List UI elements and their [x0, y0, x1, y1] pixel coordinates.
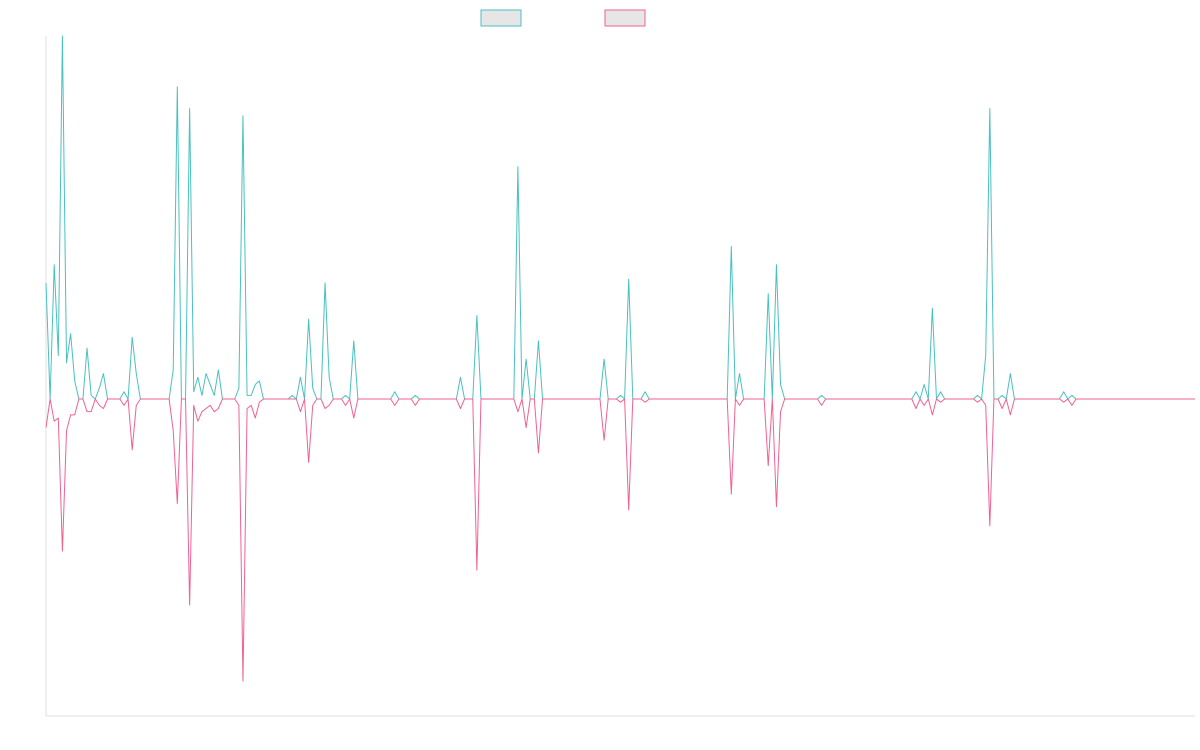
series-line-2: [45, 398, 1195, 682]
legend-swatch-1[interactable]: [480, 9, 522, 27]
axes: [45, 36, 1195, 717]
series-layer: [45, 35, 1195, 682]
legend[interactable]: [480, 9, 646, 27]
series-line-1: [45, 35, 1195, 400]
legend-swatch-2[interactable]: [604, 9, 646, 27]
